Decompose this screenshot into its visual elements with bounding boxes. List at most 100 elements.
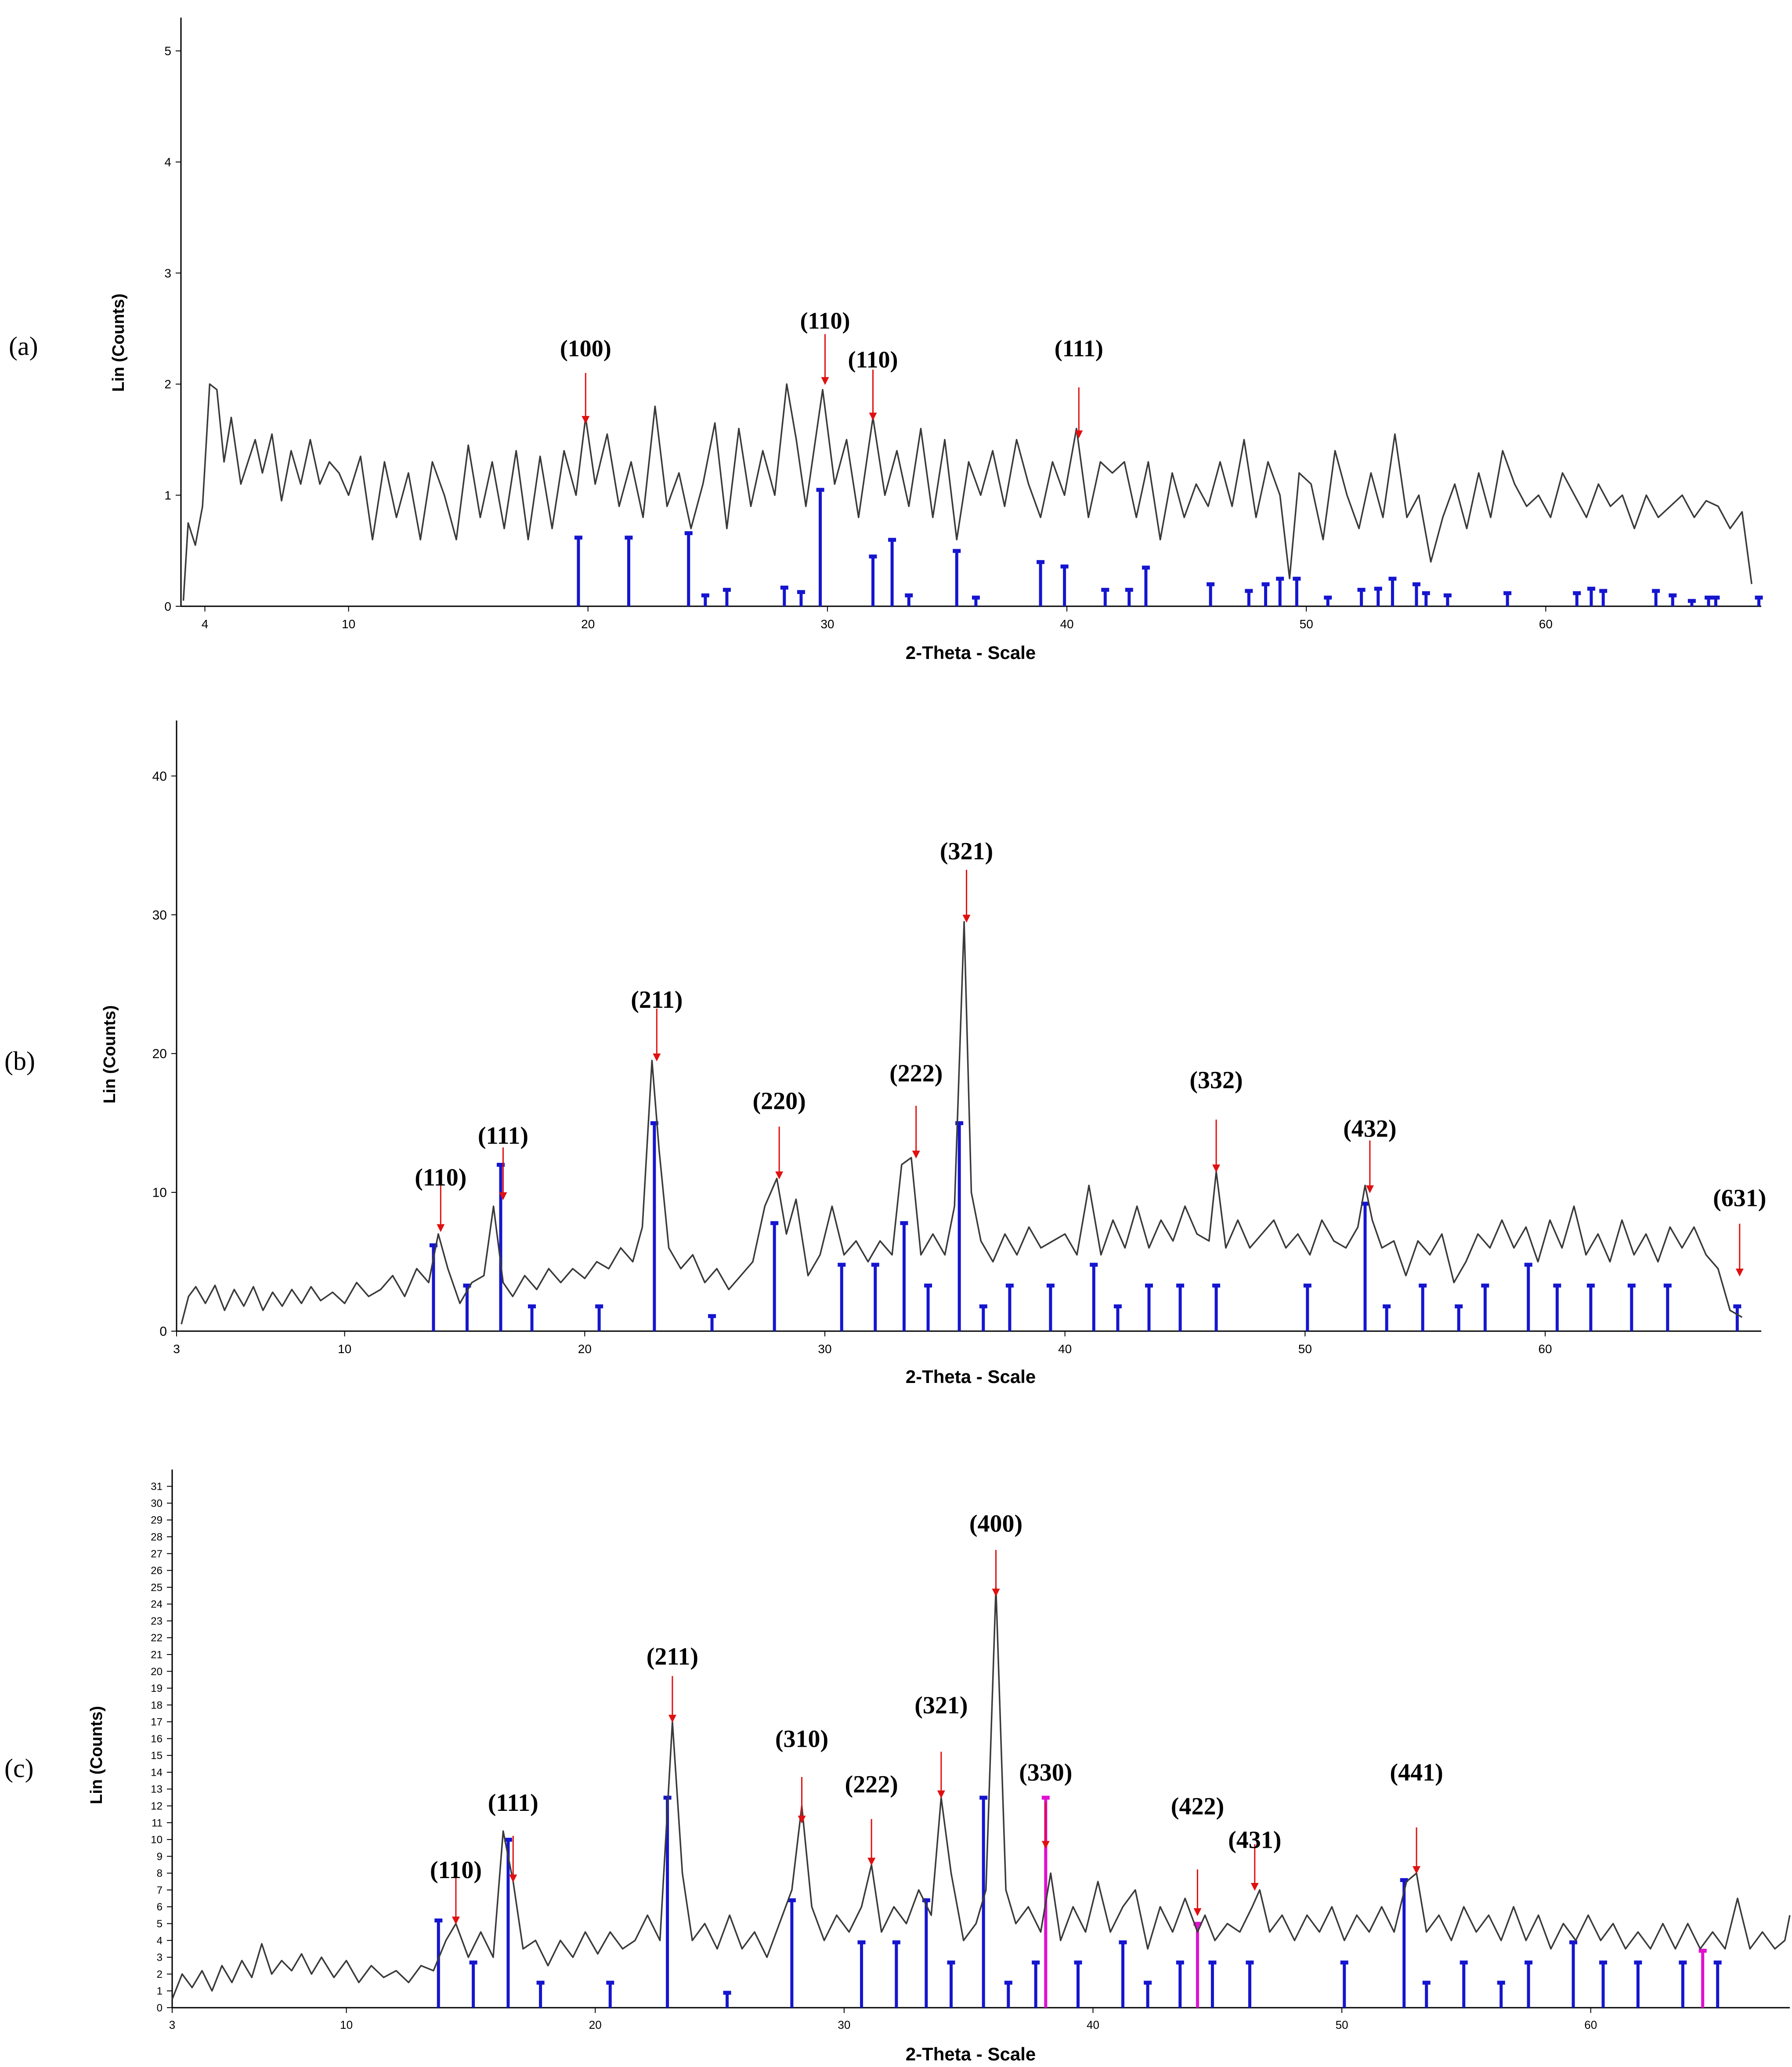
y-tick-label: 23	[151, 1615, 163, 1627]
panel-b-xlabel: 2-Theta - Scale	[906, 1366, 1036, 1387]
reference-cap	[1374, 586, 1382, 591]
y-tick-label: 2	[164, 377, 171, 391]
reference-cap	[1090, 1263, 1098, 1267]
y-tick-label: 20	[151, 1666, 163, 1678]
reference-cap	[816, 488, 824, 492]
y-tick-label: 22	[151, 1632, 163, 1644]
y-tick-label: 1	[157, 1985, 163, 1997]
y-tick-label: 25	[151, 1582, 163, 1593]
x-tick-label: 40	[1087, 2018, 1099, 2031]
reference-cap	[838, 1263, 846, 1267]
panel-a-xlabel: 2-Theta - Scale	[906, 642, 1036, 663]
reference-cap	[536, 1980, 545, 1985]
y-tick-label: 18	[151, 1699, 163, 1711]
x-tick-label: 20	[581, 617, 595, 631]
y-tick-label: 29	[151, 1514, 163, 1526]
reference-cap	[1698, 1948, 1707, 1953]
peak-marker-arrow	[437, 1224, 445, 1232]
y-tick-label: 4	[157, 1935, 163, 1947]
reference-cap	[1687, 599, 1696, 603]
y-tick-label: 31	[151, 1481, 163, 1493]
y-tick-label: 0	[159, 1325, 167, 1339]
reference-cap	[1755, 595, 1763, 600]
panel-a-plot: 0 1 2 3 4 5 4 10 20 30 40 50 60 (100) (110) (110) (111)	[164, 18, 1763, 631]
reference-cap	[434, 1918, 443, 1922]
peak-label: (111)	[488, 1789, 538, 1817]
reference-cap	[1388, 576, 1397, 581]
y-tick-label: 14	[151, 1767, 163, 1778]
reference-cap	[924, 1283, 932, 1288]
y-tick-label: 5	[157, 1918, 163, 1930]
y-tick-label: 0	[164, 600, 171, 613]
reference-cap	[528, 1304, 536, 1309]
peak-label: (110)	[848, 346, 898, 373]
peak-marker-arrow	[1041, 1841, 1050, 1849]
reference-cap	[1652, 589, 1660, 593]
peak-marker-arrow	[1413, 1866, 1421, 1874]
reference-cap	[625, 536, 633, 540]
reference-cap	[606, 1980, 614, 1985]
panel-a-ylabel: Lin (Counts)	[109, 293, 128, 392]
reference-cap	[497, 1162, 505, 1167]
peak-label: (330)	[1019, 1759, 1072, 1786]
peak-marker-arrow	[992, 1589, 1000, 1597]
y-tick-label: 19	[151, 1683, 163, 1694]
reference-cap	[1119, 1940, 1127, 1944]
y-tick-label: 0	[157, 2002, 163, 2014]
peak-label: (111)	[478, 1122, 528, 1150]
y-tick-label: 30	[151, 1498, 163, 1510]
reference-cap	[1599, 1960, 1608, 1965]
y-tick-label: 24	[151, 1599, 163, 1611]
peak-marker-arrow	[1250, 1883, 1259, 1891]
reference-cap	[780, 586, 788, 590]
peak-marker-arrow	[869, 413, 877, 421]
panel-c: (c) Lin (Counts) 2-Theta - Scale 0123456…	[4, 1470, 1791, 2064]
reference-cap	[1634, 1960, 1642, 1965]
x-tick-label: 60	[1539, 617, 1553, 631]
reference-cap	[871, 1263, 879, 1267]
reference-cap	[922, 1898, 930, 1902]
peak-label: (220)	[752, 1088, 806, 1115]
x-tick-label: 30	[818, 1342, 831, 1356]
reference-cap	[1455, 1304, 1463, 1309]
peak-marker-arrow	[509, 1874, 517, 1882]
peak-label: (321)	[940, 838, 993, 865]
reference-cap	[1176, 1960, 1184, 1965]
panel-a: (a) Lin (Counts) 2-Theta - Scale 0 1 2 3 4 5 4…	[9, 18, 1763, 663]
x-tick-label: 40	[1060, 617, 1073, 631]
x-tick-label: 50	[1298, 1342, 1312, 1356]
reference-cap	[1599, 589, 1608, 593]
y-tick-label: 11	[152, 1817, 163, 1829]
reference-cap	[1713, 1960, 1722, 1965]
reference-cap	[1207, 582, 1215, 586]
panel-c-ylabel: Lin (Counts)	[87, 1706, 106, 1804]
x-tick-label: 50	[1336, 2018, 1348, 2031]
panel-c-xlabel: 2-Theta - Scale	[906, 2044, 1036, 2064]
reference-cap	[1422, 1980, 1431, 1985]
reference-cap	[1293, 576, 1301, 581]
reference-cap	[1037, 560, 1045, 564]
peak-marker-arrow	[798, 1815, 806, 1824]
peak-marker-arrow	[867, 1857, 876, 1866]
x-tick-label: 4	[202, 617, 209, 631]
reference-cap	[972, 595, 980, 600]
y-tick-label: 10	[152, 1186, 167, 1200]
reference-cap	[1324, 595, 1332, 600]
reference-cap	[1060, 564, 1069, 568]
reference-cap	[595, 1304, 603, 1309]
x-tick-label: 3	[169, 2018, 175, 2031]
peak-marker-arrow	[668, 1715, 676, 1723]
reference-cap	[1032, 1960, 1040, 1965]
reference-cap	[708, 1314, 716, 1318]
x-tick-label: 50	[1300, 617, 1313, 631]
reference-cap	[1443, 593, 1452, 597]
xrd-trace	[181, 921, 1743, 1325]
y-tick-label: 16	[151, 1733, 163, 1745]
reference-cap	[1705, 595, 1713, 600]
peak-label: (332)	[1189, 1067, 1243, 1094]
x-tick-label: 30	[838, 2018, 850, 2031]
reference-cap	[888, 538, 896, 542]
reference-cap	[1573, 591, 1581, 595]
reference-cap	[1212, 1283, 1221, 1288]
peak-label: (432)	[1343, 1115, 1396, 1143]
